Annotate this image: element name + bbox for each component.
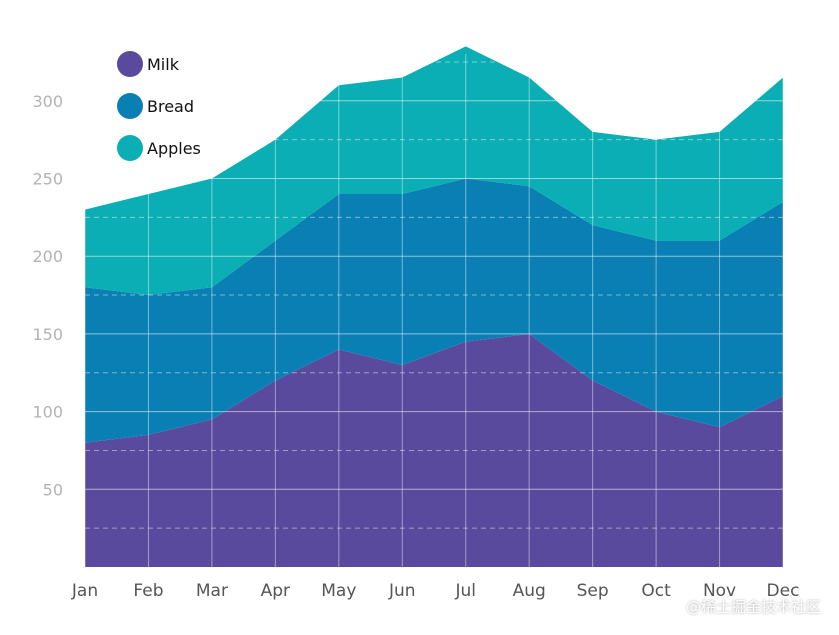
area-layer (85, 46, 783, 567)
x-axis-ticks: Jan Feb Mar Apr May Jun Jul Aug Sep Oct Nov Dec (71, 581, 800, 601)
y-tick-label: 100 (32, 403, 63, 422)
watermark-text: @稀土掘金技术社区 (685, 598, 821, 616)
grid-layer (84, 54, 784, 567)
legend: Milk Bread Apples (117, 51, 201, 161)
x-tick-label: Aug (513, 581, 546, 601)
legend-label-bread: Bread (147, 97, 194, 116)
x-tick-label: Jun (388, 581, 416, 601)
x-tick-label: Sep (577, 581, 609, 601)
y-tick-label: 50 (43, 480, 63, 499)
x-tick-label: Jul (454, 581, 476, 601)
area-milk (85, 333, 783, 567)
x-tick-label: Mar (196, 581, 228, 601)
x-tick-label: Oct (641, 581, 671, 601)
x-tick-label: Dec (767, 581, 800, 601)
legend-label-milk: Milk (147, 55, 180, 74)
x-tick-label: May (321, 581, 356, 601)
area-bread (85, 178, 783, 443)
area-apples (85, 46, 783, 296)
legend-label-apples: Apples (147, 139, 201, 158)
y-tick-label: 150 (32, 325, 63, 344)
x-tick-label: Apr (261, 581, 290, 601)
x-tick-label: Feb (133, 581, 163, 601)
x-tick-label: Nov (703, 581, 736, 601)
legend-swatch-apples (117, 135, 143, 161)
legend-swatch-milk (117, 51, 143, 77)
y-tick-label: 250 (32, 170, 63, 189)
legend-swatch-bread (117, 93, 143, 119)
y-axis-ticks: 50 100 150 200 250 300 (32, 92, 63, 499)
x-tick-label: Jan (71, 581, 98, 601)
y-tick-label: 200 (32, 247, 63, 266)
y-tick-label: 300 (32, 92, 63, 111)
